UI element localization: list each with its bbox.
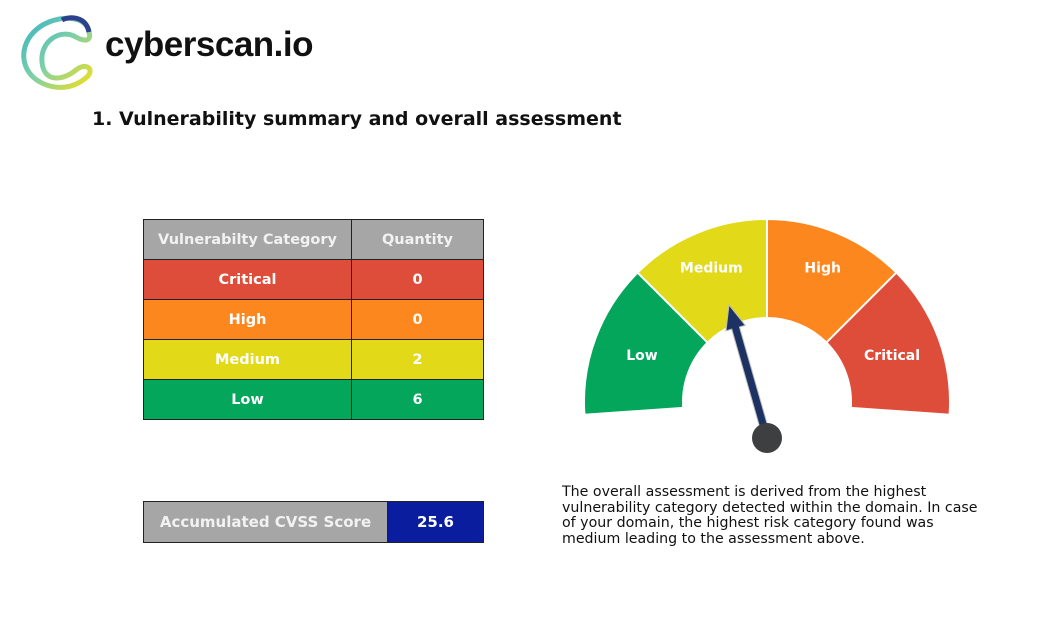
gauge-segment-critical — [824, 271, 951, 416]
header-quantity: Quantity — [351, 219, 484, 260]
section-title: 1. Vulnerability summary and overall ass… — [92, 108, 622, 130]
table-row-medium: Medium 2 — [143, 339, 484, 380]
gauge-label-high: High — [804, 261, 841, 277]
quantity-cell: 0 — [351, 259, 484, 300]
header-category: Vulnerabilty Category — [143, 219, 352, 260]
table-row-critical: Critical 0 — [143, 259, 484, 300]
table-row-high: High 0 — [143, 299, 484, 340]
category-cell: Critical — [143, 259, 352, 300]
gauge-hub — [752, 423, 782, 453]
vulnerability-table: Vulnerabilty Category Quantity Critical 0… — [143, 219, 484, 420]
table-row-low: Low 6 — [143, 379, 484, 420]
table-header-row: Vulnerabilty Category Quantity — [143, 219, 484, 260]
category-cell: Low — [143, 379, 352, 420]
brand-name: cyberscan.io — [105, 25, 314, 64]
quantity-cell: 0 — [351, 299, 484, 340]
cvss-value: 25.6 — [387, 501, 484, 543]
cvss-label: Accumulated CVSS Score — [143, 501, 388, 543]
cyberscan-logo-icon — [21, 15, 93, 90]
assessment-description: The overall assessment is derived from t… — [562, 484, 978, 547]
gauge-label-medium: Medium — [680, 261, 743, 277]
quantity-cell: 2 — [351, 339, 484, 380]
category-cell: High — [143, 299, 352, 340]
gauge-label-low: Low — [626, 348, 658, 364]
gauge-label-critical: Critical — [864, 348, 920, 364]
category-cell: Medium — [143, 339, 352, 380]
quantity-cell: 6 — [351, 379, 484, 420]
gauge-needle — [725, 303, 772, 440]
cvss-score-box: Accumulated CVSS Score 25.6 — [143, 501, 484, 543]
